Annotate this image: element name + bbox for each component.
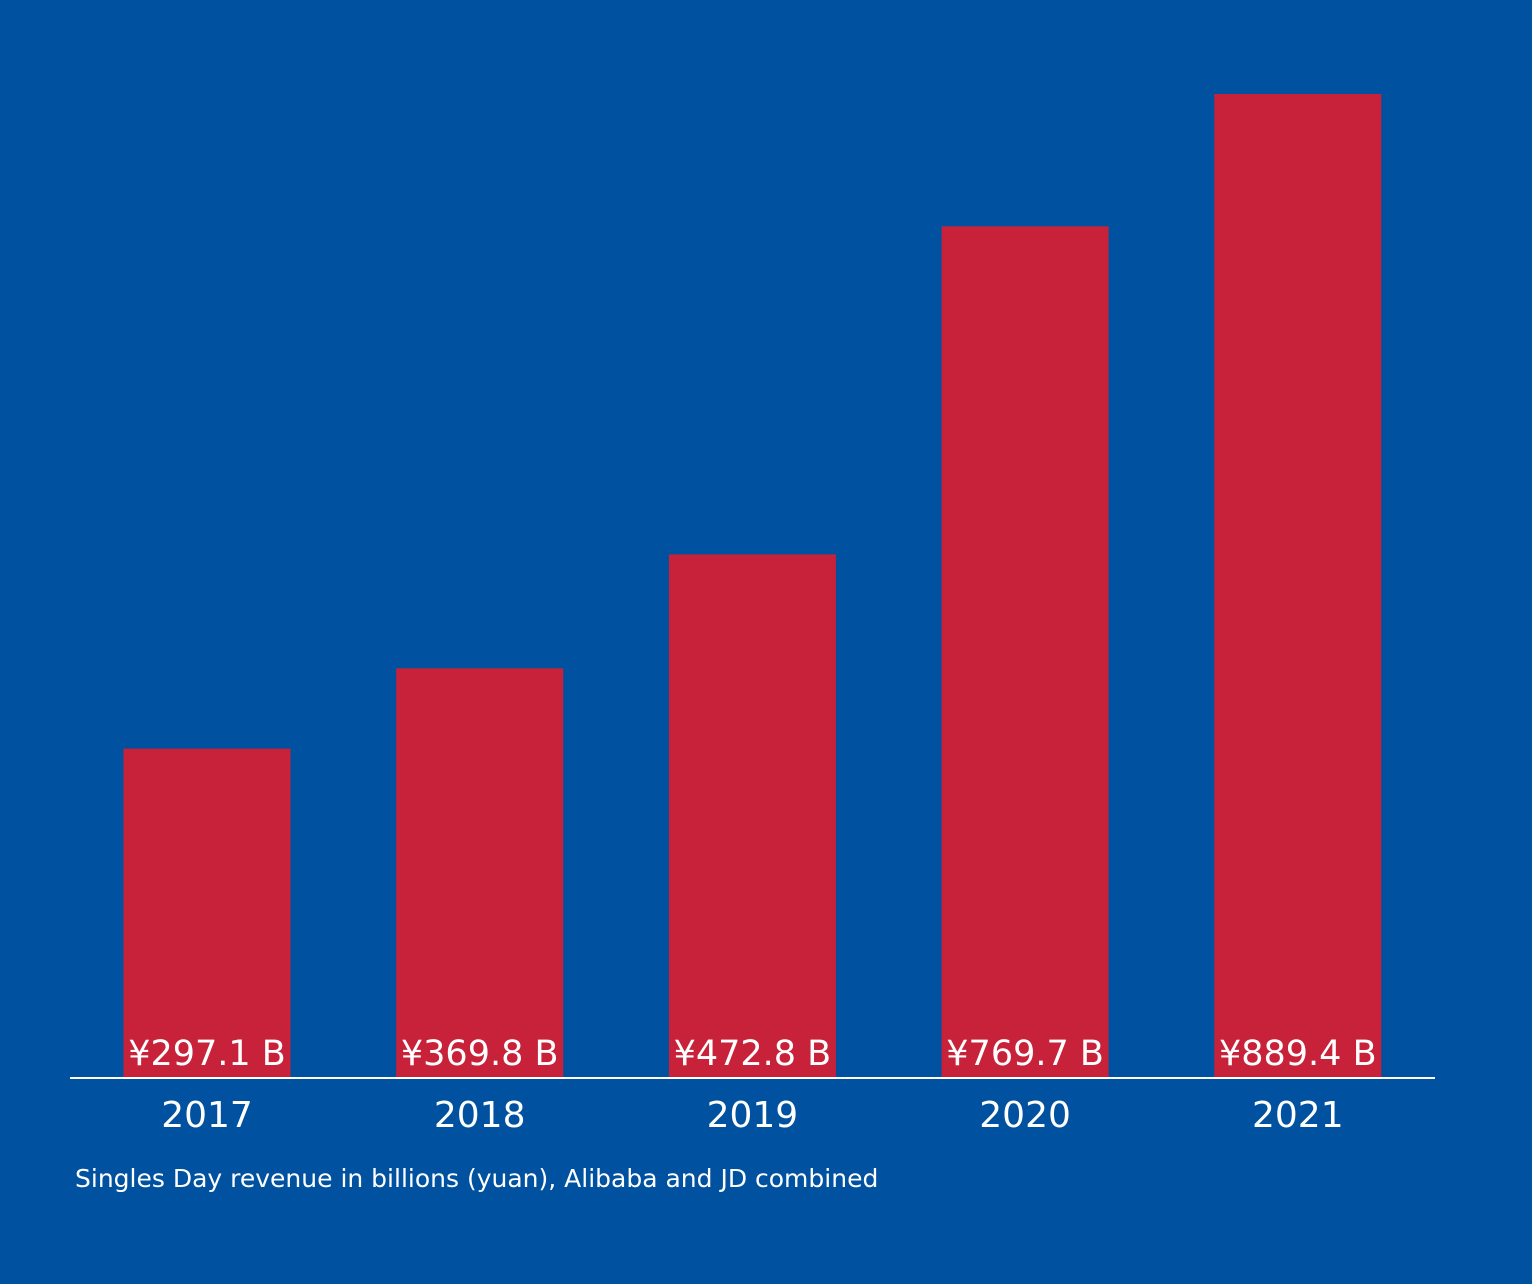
x-tick-label-2017: 2017 (161, 1095, 253, 1136)
bar-2018 (396, 668, 564, 1077)
value-label-2020: ¥769.7 B (946, 1034, 1104, 1074)
value-label-2018: ¥369.8 B (401, 1034, 559, 1074)
value-label-2019: ¥472.8 B (674, 1034, 832, 1074)
bar-2021 (1214, 94, 1382, 1077)
bar-2017 (123, 748, 291, 1077)
value-label-2017: ¥297.1 B (128, 1034, 286, 1074)
x-tick-label-2018: 2018 (434, 1095, 526, 1136)
x-tick-labels-group: 2017 2018 2019 2020 2021 (161, 1095, 1343, 1136)
value-label-2021: ¥889.4 B (1219, 1034, 1377, 1074)
x-tick-label-2021: 2021 (1252, 1095, 1344, 1136)
value-labels-group: ¥297.1 B ¥369.8 B ¥472.8 B ¥769.7 B ¥889.4 B (128, 1034, 1376, 1074)
x-tick-label-2020: 2020 (979, 1095, 1071, 1136)
bars-group (123, 94, 1382, 1078)
bar-2019 (668, 554, 836, 1077)
bar-2020 (941, 226, 1109, 1078)
x-tick-label-2019: 2019 (707, 1095, 799, 1136)
chart-caption: Singles Day revenue in billions (yuan), … (75, 1164, 879, 1193)
